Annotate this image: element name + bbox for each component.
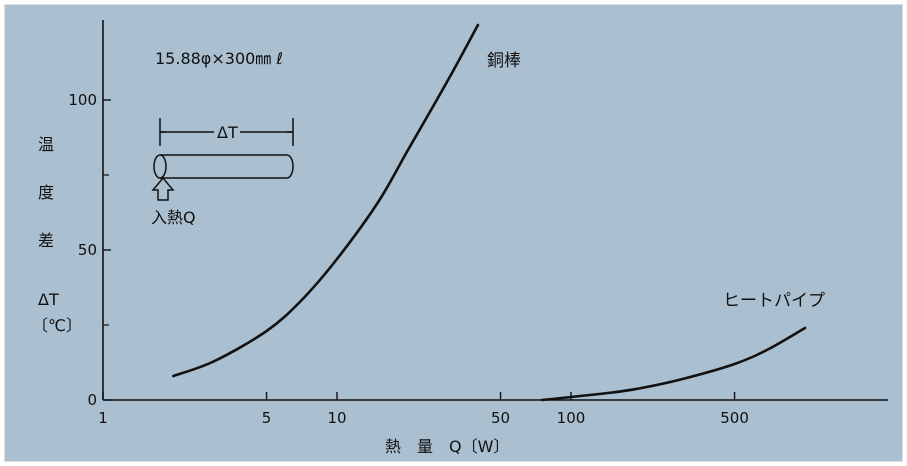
y-label-line-1: 温 xyxy=(38,135,54,154)
y-label-line-5: 〔℃〕 xyxy=(32,316,82,335)
spec-annotation: 15.88φ×300㎜ ℓ xyxy=(155,49,283,68)
x-tick-label-0: 1 xyxy=(98,409,108,427)
rod-diagram xyxy=(153,118,294,179)
copper-rod-line xyxy=(172,23,480,378)
chart-panel xyxy=(4,4,903,462)
y-tick-label-1: 50 xyxy=(78,241,97,259)
y-tick-label-2: 100 xyxy=(68,91,97,109)
x-tick-label-5: 500 xyxy=(720,409,749,427)
series-label-copper-rod: 銅棒 xyxy=(487,51,521,71)
x-axis-title: 熱 量 Q〔W〕 xyxy=(385,437,509,456)
x-tick-label-3: 50 xyxy=(491,409,510,427)
delta-t-annotation: ΔT xyxy=(217,123,238,142)
series-label-heat-pipe: ヒートパイプ xyxy=(723,291,825,311)
x-tick-label-4: 100 xyxy=(557,409,586,427)
x-tick-label-1: 5 xyxy=(262,409,272,427)
x-tick-label-2: 10 xyxy=(327,409,346,427)
y-label-line-4: ΔT xyxy=(38,290,59,309)
heat-input-annotation: 入熱Q xyxy=(151,208,196,227)
heat-input-arrow-icon xyxy=(151,176,175,201)
y-tick-label-0: 0 xyxy=(87,391,97,409)
y-label-line-3: 差 xyxy=(38,231,54,250)
y-label-line-2: 度 xyxy=(38,183,54,202)
heat-pipe-line xyxy=(540,326,807,402)
